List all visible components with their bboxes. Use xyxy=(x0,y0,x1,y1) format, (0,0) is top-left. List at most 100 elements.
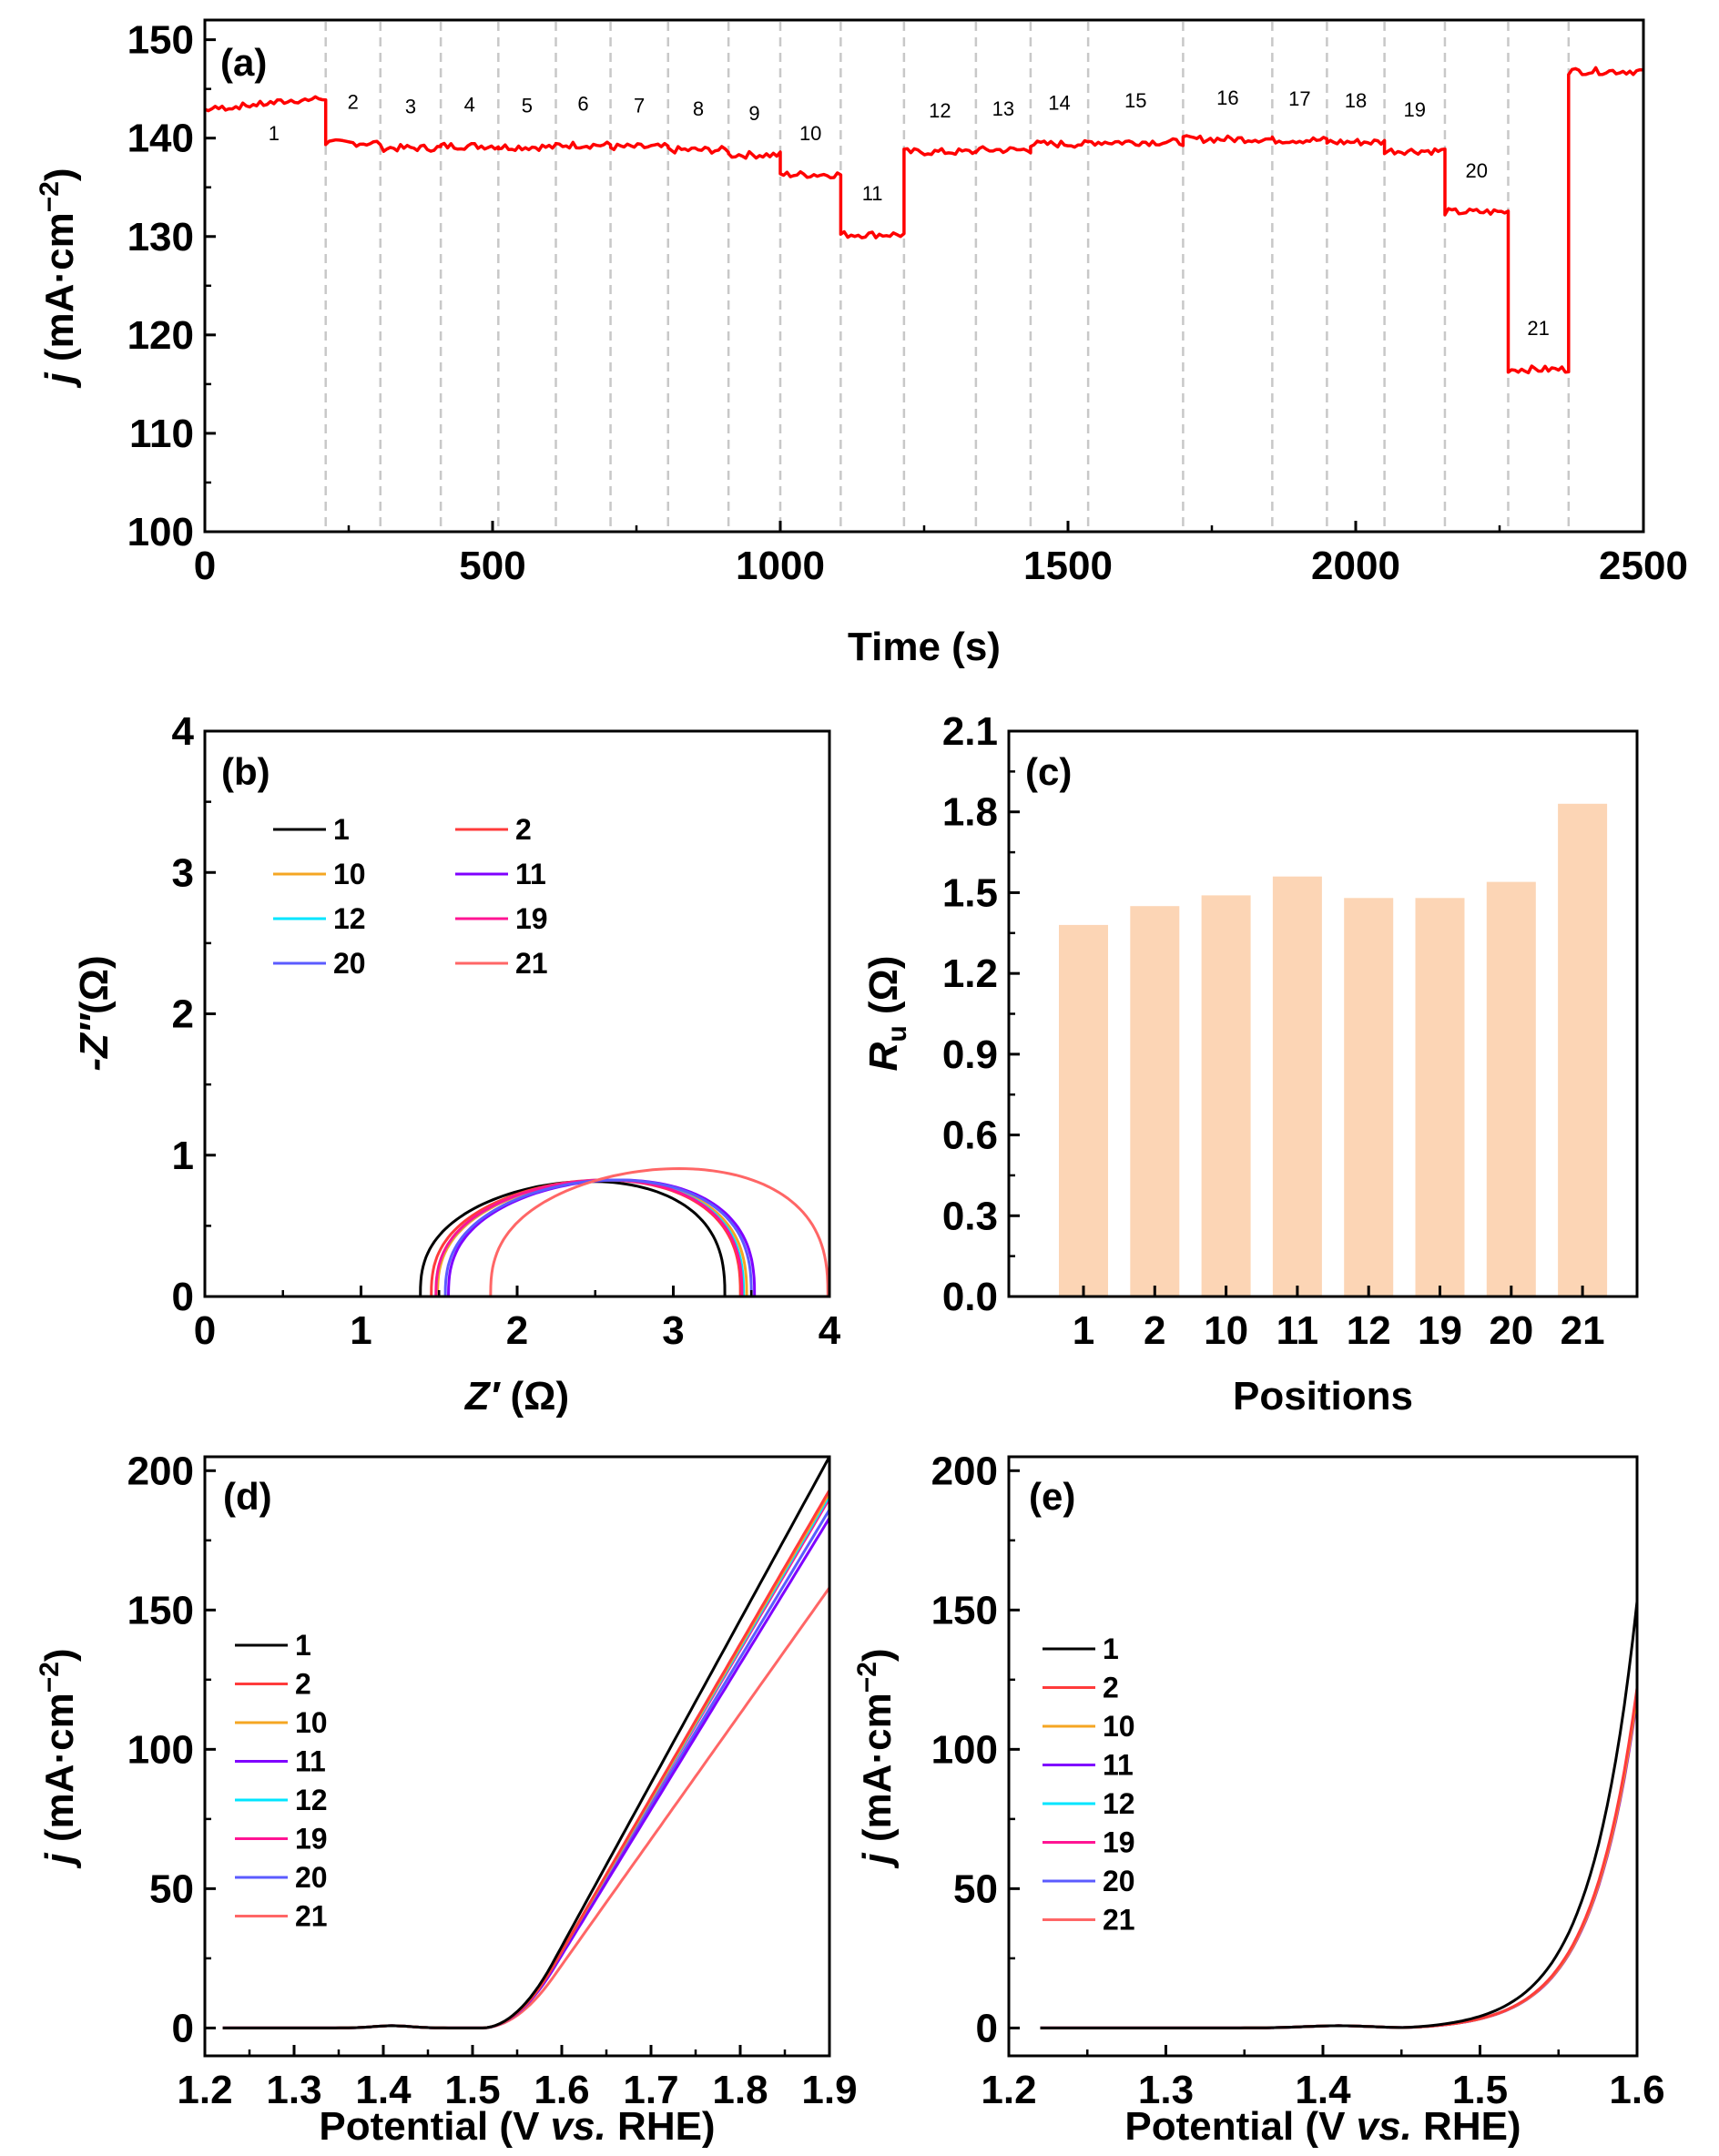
panel-e-label: (e) xyxy=(1029,1475,1075,1518)
panel-a-position-label: 20 xyxy=(1465,159,1487,182)
panel-a-y-tick-label: 140 xyxy=(127,117,194,161)
panel-a-position-label: 16 xyxy=(1216,86,1238,109)
panel-a-position-label: 7 xyxy=(634,95,645,117)
panel-b-x-tick-label: 0 xyxy=(194,1308,216,1353)
panel-a-x-tick-label: 500 xyxy=(459,544,525,588)
panel-b-x-tick-label: 1 xyxy=(350,1308,371,1353)
panel-d-y-tick-label: 50 xyxy=(149,1866,194,1911)
panel-c-bar-2 xyxy=(1130,906,1180,1297)
panel-c-bar-19 xyxy=(1415,898,1465,1297)
panel-b-legend-label: 20 xyxy=(333,947,366,980)
panel-e-x-tick-label: 1.6 xyxy=(1609,2068,1664,2112)
panel-d-x-tick-label: 1.2 xyxy=(177,2068,232,2112)
panel-b-x-tick-label: 3 xyxy=(662,1308,684,1353)
panel-b-label: (b) xyxy=(221,750,270,793)
panel-b-legend-label: 1 xyxy=(333,813,350,846)
panel-a-current-trace xyxy=(204,66,1644,375)
panel-a-position-label: 1 xyxy=(269,122,280,145)
panel-e-ticks: 1.2 1.3 1.4 1.5 1.6 0 50 100 150 200 xyxy=(931,1449,1665,2112)
panel-a-x-axis-title: Time (s) xyxy=(848,625,1001,669)
panel-a-position-label: 15 xyxy=(1124,89,1146,112)
panel-e-curve-series-19 xyxy=(1040,1693,1639,2029)
panel-d-x-tick-label: 1.9 xyxy=(801,2068,857,2112)
panel-a-position-label: 19 xyxy=(1404,98,1426,121)
panel-a-x-tick-label: 0 xyxy=(194,544,216,588)
panel-c-bar-21 xyxy=(1558,803,1608,1297)
panel-d-label: (d) xyxy=(223,1475,272,1518)
panel-e-curve-series-10 xyxy=(1040,1693,1639,2029)
panel-b-y-tick-label: 4 xyxy=(172,709,195,754)
panel-d-y-tick-label: 0 xyxy=(172,2006,194,2050)
panel-a-y-tick-label: 100 xyxy=(127,510,194,554)
panel-a-position-label: 17 xyxy=(1288,87,1310,110)
panel-c-x-tick-label: 20 xyxy=(1489,1308,1533,1353)
panel-b-y-tick-label: 3 xyxy=(172,850,194,895)
panel-b-y-tick-label: 1 xyxy=(172,1134,194,1178)
panel-c-ru-bar-chart: 1 2 10 11 12 19 20 210.00.30.60.91.21.51.82.1 (… xyxy=(861,709,1639,1419)
panel-a-position-label: 8 xyxy=(693,97,704,120)
panel-d-x-axis-title: Potential (V vs. RHE) xyxy=(319,2104,715,2149)
panel-c-y-tick-label: 0.6 xyxy=(942,1114,998,1158)
panel-a-position-label: 5 xyxy=(522,95,533,117)
panel-e-legend-label: 20 xyxy=(1103,1865,1135,1897)
panel-c-x-axis-title: Positions xyxy=(1233,1374,1413,1419)
panel-b-legend-label: 21 xyxy=(515,947,548,980)
panel-d-legend-label: 20 xyxy=(295,1861,328,1894)
panel-b-legend-label: 2 xyxy=(515,813,532,846)
panel-c-y-tick-label: 0.0 xyxy=(942,1275,998,1319)
panel-e-legend-label: 11 xyxy=(1103,1749,1134,1782)
panel-b-x-tick-label: 4 xyxy=(819,1308,841,1353)
panel-a-y-tick-label: 150 xyxy=(127,18,194,63)
panel-d-x-tick-label: 1.5 xyxy=(444,2068,500,2112)
panel-b-y-axis-title: -Z″(Ω) xyxy=(72,955,117,1071)
panel-c-bar-12 xyxy=(1344,898,1394,1297)
panel-b-arc-series-21 xyxy=(489,1166,829,1297)
panel-b-x-tick-label: 2 xyxy=(506,1308,528,1353)
panel-d-legend-label: 11 xyxy=(295,1745,326,1778)
panel-b-y-tick-label: 0 xyxy=(172,1275,194,1319)
panel-d-legend-label: 10 xyxy=(295,1706,328,1739)
panel-e-curve-series-20 xyxy=(1040,1695,1639,2029)
panel-e-legend-label: 1 xyxy=(1103,1632,1119,1665)
panel-c-y-axis-title: Ru (Ω) xyxy=(861,956,912,1072)
panel-a-position-label: 4 xyxy=(464,94,475,117)
panel-c-x-tick-label: 21 xyxy=(1561,1308,1605,1353)
panel-e-legend-label: 21 xyxy=(1103,1904,1135,1937)
panel-b-legend-label: 19 xyxy=(515,902,548,935)
panel-c-label: (c) xyxy=(1025,750,1072,793)
panel-b-x-axis-title: Z′ (Ω) xyxy=(463,1374,569,1419)
panel-a-position-label: 10 xyxy=(799,122,821,145)
panel-a-y-tick-label: 120 xyxy=(127,313,194,358)
panel-c-x-tick-label: 12 xyxy=(1347,1308,1391,1353)
panel-c-y-tick-label: 0.9 xyxy=(942,1032,998,1077)
panel-c-y-tick-label: 0.3 xyxy=(942,1194,998,1238)
panel-d-legend-label: 19 xyxy=(295,1823,328,1856)
panel-a-position-label: 14 xyxy=(1048,91,1070,114)
panel-d-y-tick-label: 100 xyxy=(127,1727,194,1772)
panel-c-bars xyxy=(1059,803,1608,1297)
panel-d-x-tick-label: 1.6 xyxy=(534,2068,589,2112)
panel-e-x-tick-label: 1.3 xyxy=(1138,2068,1194,2112)
panel-e-y-tick-label: 0 xyxy=(976,2006,998,2050)
panel-d-x-tick-label: 1.4 xyxy=(355,2068,412,2112)
panel-a-position-label: 6 xyxy=(577,92,588,115)
panel-a-y-tick-label: 110 xyxy=(129,412,194,456)
panel-e-y-axis-title: j (mA·cm−2) xyxy=(852,1648,900,1868)
panel-e-y-tick-label: 150 xyxy=(931,1588,998,1632)
panel-d-legend-label: 21 xyxy=(295,1900,328,1933)
panel-d-curve-series-1 xyxy=(222,1456,831,2029)
panel-b-y-tick-label: 2 xyxy=(172,992,194,1037)
panel-b-legend-label: 12 xyxy=(333,902,366,935)
panel-c-bar-11 xyxy=(1272,876,1322,1297)
panel-a-label: (a) xyxy=(220,41,267,84)
panel-a-x-tick-label: 2500 xyxy=(1599,544,1688,588)
panel-e-x-axis-title: Potential (V vs. RHE) xyxy=(1124,2104,1521,2149)
